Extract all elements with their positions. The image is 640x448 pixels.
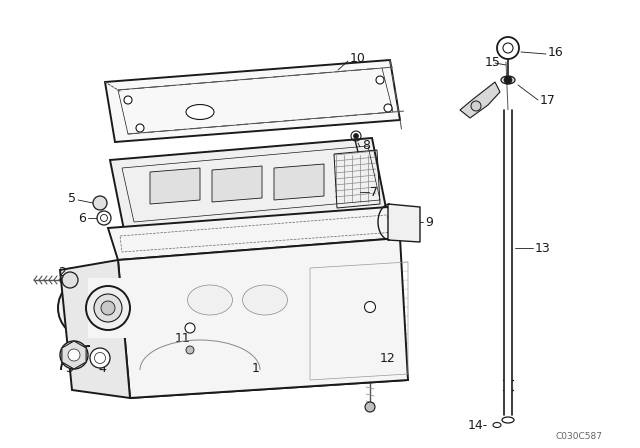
Circle shape (90, 348, 110, 368)
Text: 9: 9 (425, 215, 433, 228)
Ellipse shape (502, 417, 514, 423)
Circle shape (101, 301, 115, 315)
Text: 12: 12 (380, 352, 396, 365)
Polygon shape (60, 260, 130, 398)
Text: 7: 7 (370, 185, 378, 198)
Circle shape (62, 272, 78, 288)
Polygon shape (105, 60, 400, 142)
Circle shape (94, 294, 122, 322)
Bar (88, 278, 128, 338)
Text: 15: 15 (485, 56, 501, 69)
Text: 1: 1 (252, 362, 260, 375)
Text: 4: 4 (98, 362, 106, 375)
Ellipse shape (493, 422, 501, 427)
Circle shape (136, 124, 144, 132)
Circle shape (186, 346, 194, 354)
Text: 11: 11 (175, 332, 191, 345)
Text: 14-: 14- (468, 418, 488, 431)
Ellipse shape (188, 285, 232, 315)
Circle shape (497, 37, 519, 59)
Circle shape (384, 104, 392, 112)
Circle shape (124, 96, 132, 104)
Polygon shape (110, 138, 386, 230)
Text: C030C587: C030C587 (555, 431, 602, 440)
Bar (504, 110, 512, 415)
Circle shape (353, 134, 358, 138)
Ellipse shape (243, 285, 287, 315)
Circle shape (504, 76, 512, 84)
Polygon shape (212, 166, 262, 202)
Circle shape (185, 323, 195, 333)
Polygon shape (62, 341, 86, 369)
Text: 3: 3 (65, 362, 73, 375)
Circle shape (365, 402, 375, 412)
Polygon shape (150, 168, 200, 204)
Ellipse shape (186, 104, 214, 120)
Polygon shape (108, 207, 400, 260)
Circle shape (86, 286, 130, 330)
Text: 16: 16 (548, 46, 564, 59)
Polygon shape (274, 164, 324, 200)
Text: 5: 5 (68, 191, 76, 204)
Circle shape (376, 76, 384, 84)
Text: 10: 10 (350, 52, 366, 65)
Circle shape (68, 349, 80, 361)
Text: 2: 2 (58, 266, 66, 279)
Polygon shape (118, 238, 408, 398)
Text: 13: 13 (535, 241, 551, 254)
Polygon shape (388, 204, 420, 242)
Text: 17: 17 (540, 94, 556, 107)
Circle shape (471, 101, 481, 111)
Polygon shape (460, 82, 500, 118)
Ellipse shape (501, 76, 515, 84)
Text: 6: 6 (78, 211, 86, 224)
Circle shape (93, 196, 107, 210)
Circle shape (58, 278, 118, 338)
Circle shape (365, 302, 376, 313)
Circle shape (60, 341, 88, 369)
Text: 8: 8 (362, 138, 370, 151)
Circle shape (97, 211, 111, 225)
